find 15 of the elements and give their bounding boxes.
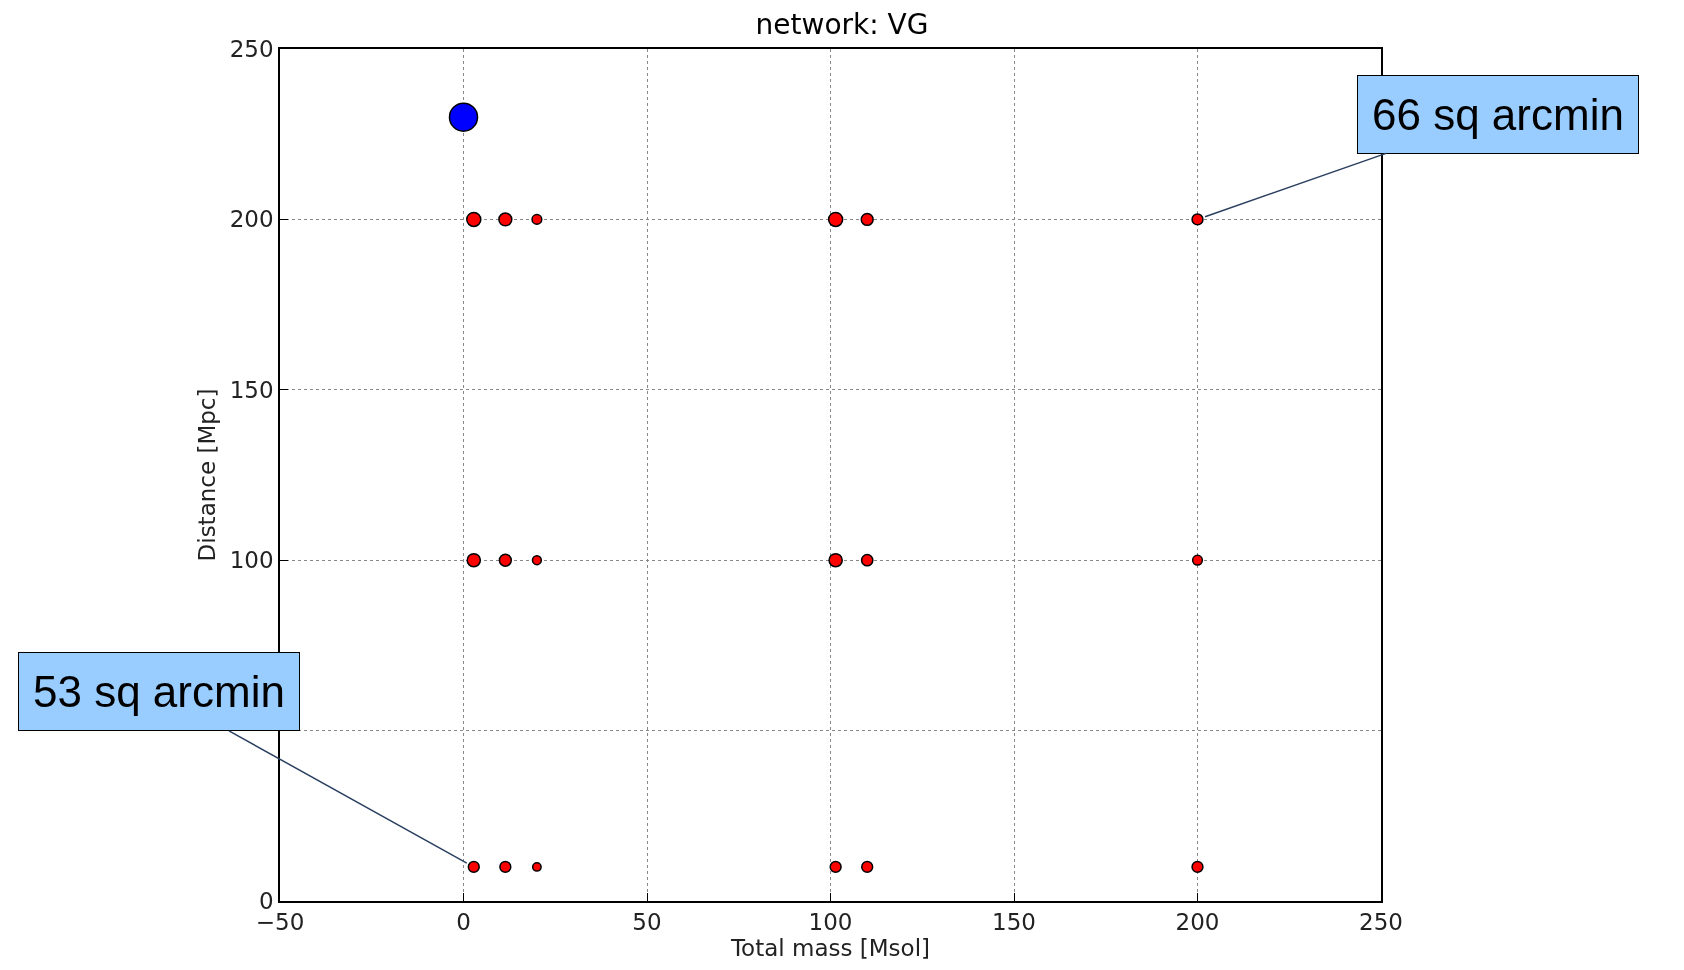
chart-title: network: VG: [755, 8, 929, 42]
x-tick-label: 100: [808, 909, 853, 936]
x-tick-label: 250: [1359, 909, 1403, 936]
x-axis-title: Total mass [Msol]: [729, 935, 931, 962]
y-axis-title: Distance [Mpc]: [193, 388, 220, 562]
y-tick-label: 150: [229, 376, 274, 403]
x-tick-label: 150: [992, 909, 1036, 936]
annotation: 66 sq arcmin: [1372, 90, 1624, 139]
y-tick-label: 200: [229, 206, 274, 233]
x-tick-label: 0: [456, 909, 471, 936]
x-tick-label: 50: [632, 909, 662, 936]
x-tick-label: 200: [1175, 909, 1220, 936]
y-tick-label: 250: [229, 36, 274, 63]
y-tick-label: 100: [229, 547, 274, 574]
annotation: 53 sq arcmin: [33, 667, 285, 716]
